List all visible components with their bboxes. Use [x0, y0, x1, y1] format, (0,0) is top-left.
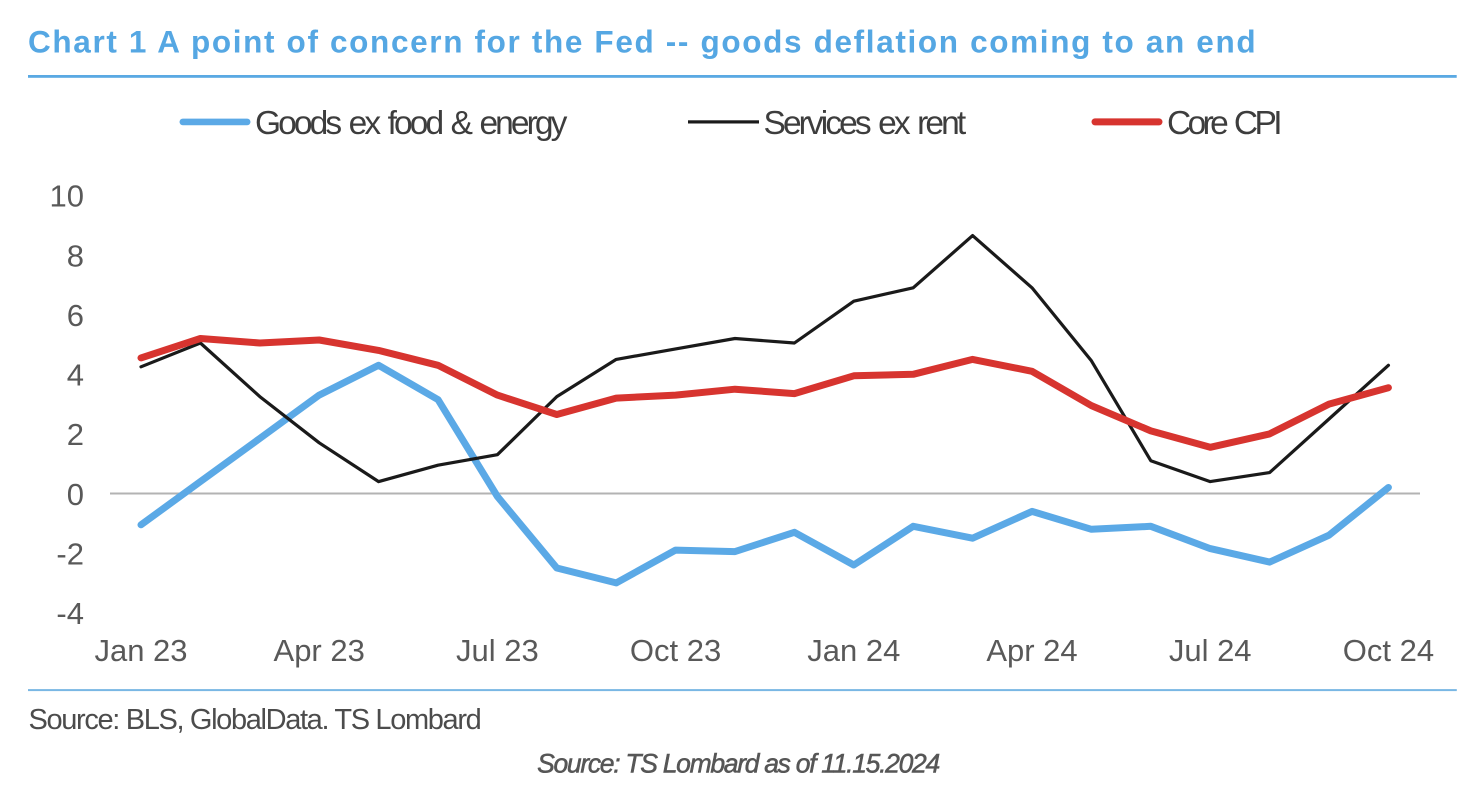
svg-text:8: 8: [67, 238, 84, 273]
svg-text:Apr 24: Apr 24: [986, 633, 1077, 668]
svg-text:Jan 24: Jan 24: [807, 633, 900, 668]
svg-text:Oct 23: Oct 23: [630, 633, 721, 668]
svg-text:Source: TS Lombard as of 11.15: Source: TS Lombard as of 11.15.2024: [537, 749, 939, 779]
svg-text:Chart 1 A point of concern for: Chart 1 A point of concern for the Fed -…: [28, 24, 1257, 60]
svg-text:0: 0: [67, 477, 84, 512]
svg-text:-4: -4: [56, 596, 84, 631]
svg-text:6: 6: [67, 298, 84, 333]
svg-text:Jul 23: Jul 23: [456, 633, 539, 668]
svg-text:Goods ex food & energy: Goods ex food & energy: [255, 105, 568, 142]
svg-text:2: 2: [67, 417, 84, 452]
svg-text:Jan 23: Jan 23: [94, 633, 187, 668]
svg-text:4: 4: [67, 358, 84, 393]
svg-text:-2: -2: [56, 536, 84, 571]
svg-text:Jul 24: Jul 24: [1169, 633, 1252, 668]
svg-text:Oct 24: Oct 24: [1343, 633, 1434, 668]
svg-text:10: 10: [50, 179, 84, 214]
svg-text:Source: BLS, GlobalData. TS Lo: Source: BLS, GlobalData. TS Lombard: [29, 704, 481, 736]
svg-text:Apr 23: Apr 23: [274, 633, 365, 668]
svg-text:Core CPI: Core CPI: [1167, 105, 1280, 142]
svg-text:Services ex rent: Services ex rent: [764, 105, 967, 142]
